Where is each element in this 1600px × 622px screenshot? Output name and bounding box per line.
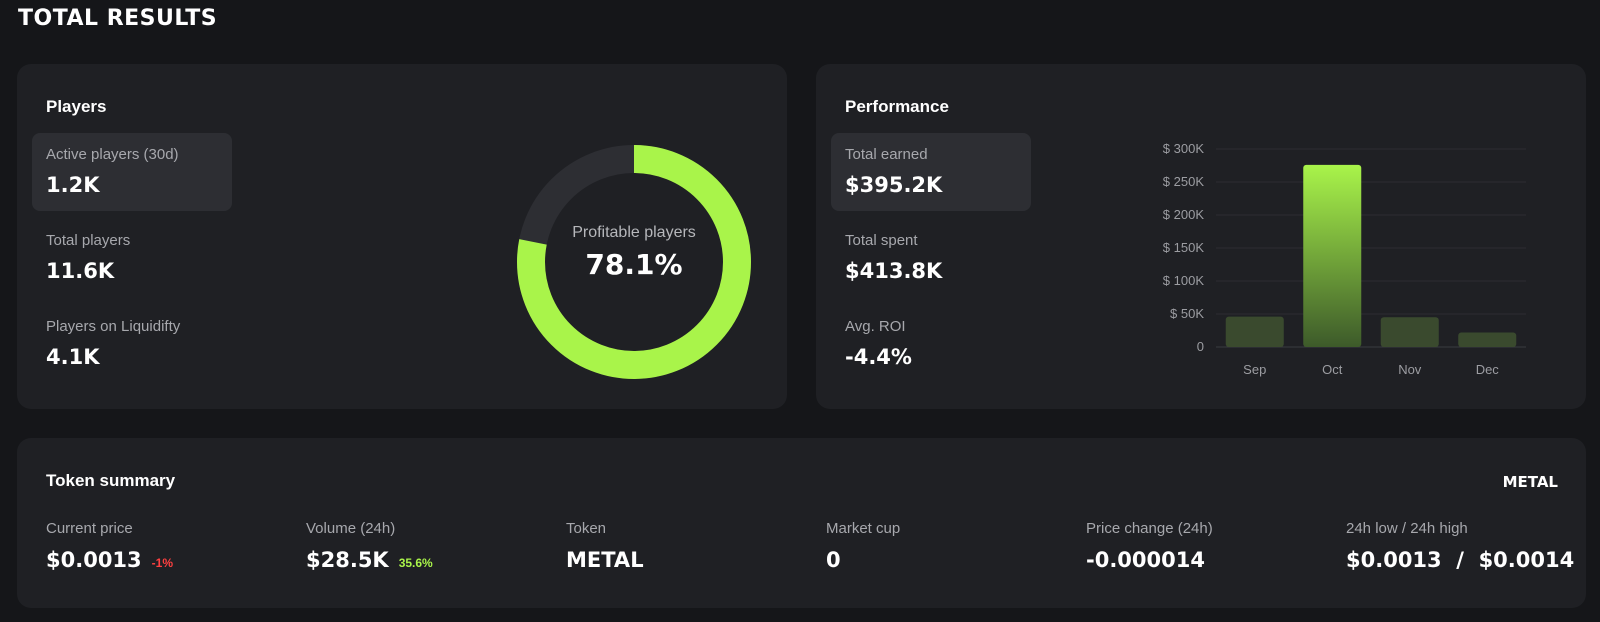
- stat-value: 4.1K: [46, 345, 100, 369]
- x-tick-label: Nov: [1398, 362, 1422, 377]
- players-card: Players Active players (30d) 1.2K Total …: [17, 64, 787, 409]
- stat-total-earned[interactable]: Total earned $395.2K: [831, 133, 1031, 211]
- performance-card: Performance Total earned $395.2K Total s…: [816, 64, 1586, 409]
- token-label: Price change (24h): [1086, 520, 1213, 537]
- y-tick-label: $ 50K: [1170, 306, 1204, 321]
- token-label: Token: [566, 520, 607, 537]
- stat-total-spent[interactable]: Total spent $413.8K: [831, 219, 1031, 297]
- token-volume: Volume (24h) $28.5K 35.6%: [306, 520, 433, 572]
- x-tick-label: Sep: [1243, 362, 1266, 377]
- stat-label: Players on Liquidifty: [46, 318, 181, 335]
- stat-label: Total players: [46, 232, 131, 249]
- y-tick-label: $ 200K: [1163, 207, 1205, 222]
- performance-title: Performance: [845, 97, 949, 116]
- stat-value: -4.4%: [845, 345, 912, 369]
- token-price-change: Price change (24h) -0.000014: [1086, 520, 1213, 572]
- donut-fill-arc: [517, 145, 751, 379]
- players-title: Players: [46, 97, 107, 116]
- stat-label: Total spent: [845, 232, 918, 249]
- x-tick-label: Dec: [1476, 362, 1500, 377]
- stat-avg-roi[interactable]: Avg. ROI -4.4%: [831, 305, 1031, 383]
- monthly-bar-chart: 0 $ 50K $ 100K $ 150K $ 200K $ 250K $ 300K Sep…: [1163, 141, 1526, 377]
- stat-value: 1.2K: [46, 173, 100, 197]
- stat-value: 11.6K: [46, 259, 115, 283]
- token-market-cap: Market cup 0: [826, 520, 900, 572]
- stat-label: Avg. ROI: [845, 318, 906, 335]
- token-value: METAL: [566, 548, 644, 572]
- stat-value: $413.8K: [845, 259, 943, 283]
- stat-value: $395.2K: [845, 173, 943, 197]
- stat-label: Total earned: [845, 146, 928, 163]
- y-tick-label: $ 100K: [1163, 273, 1205, 288]
- token-value: $28.5K: [306, 548, 389, 572]
- token-label: 24h low / 24h high: [1346, 520, 1468, 537]
- token-value: -0.000014: [1086, 548, 1205, 572]
- page-title: TOTAL RESULTS: [18, 6, 218, 31]
- token-label: Market cup: [826, 520, 901, 537]
- x-tick-label: Oct: [1322, 362, 1343, 377]
- token-current-price: Current price $0.0013 -1%: [46, 520, 173, 572]
- donut-label: Profitable players: [572, 223, 696, 241]
- bar-sep[interactable]: [1225, 316, 1284, 347]
- bar-dec[interactable]: [1458, 332, 1517, 347]
- token-symbol-label: METAL: [1502, 473, 1558, 491]
- y-tick-label: $ 300K: [1163, 141, 1205, 156]
- token-value: $0.0013: [46, 548, 142, 572]
- stat-label: Active players (30d): [46, 146, 179, 163]
- profitable-players-donut: Profitable players 78.1%: [514, 142, 754, 382]
- token-summary-card: Token summary METAL Current price $0.001…: [17, 438, 1586, 608]
- token-value: 0: [826, 548, 841, 572]
- token-label: Volume (24h): [306, 520, 396, 537]
- bar-nov[interactable]: [1380, 317, 1439, 347]
- token-value: $0.0013 / $0.0014: [1346, 548, 1575, 572]
- token-change-badge: -1%: [151, 556, 173, 570]
- y-tick-label: 0: [1197, 339, 1204, 354]
- stat-active-players[interactable]: Active players (30d) 1.2K: [32, 133, 232, 211]
- token-low-high: 24h low / 24h high $0.0013 / $0.0014: [1346, 520, 1574, 572]
- token-change-badge: 35.6%: [398, 556, 433, 570]
- token-label: Current price: [46, 520, 133, 537]
- token-name: Token METAL: [566, 520, 644, 572]
- bar-oct[interactable]: [1303, 164, 1362, 347]
- y-tick-label: $ 250K: [1163, 174, 1205, 189]
- y-tick-label: $ 150K: [1163, 240, 1205, 255]
- stat-players-on-liquidifty[interactable]: Players on Liquidifty 4.1K: [32, 305, 232, 383]
- stat-total-players[interactable]: Total players 11.6K: [32, 219, 232, 297]
- donut-value: 78.1%: [585, 247, 683, 281]
- token-summary-title: Token summary: [46, 471, 176, 490]
